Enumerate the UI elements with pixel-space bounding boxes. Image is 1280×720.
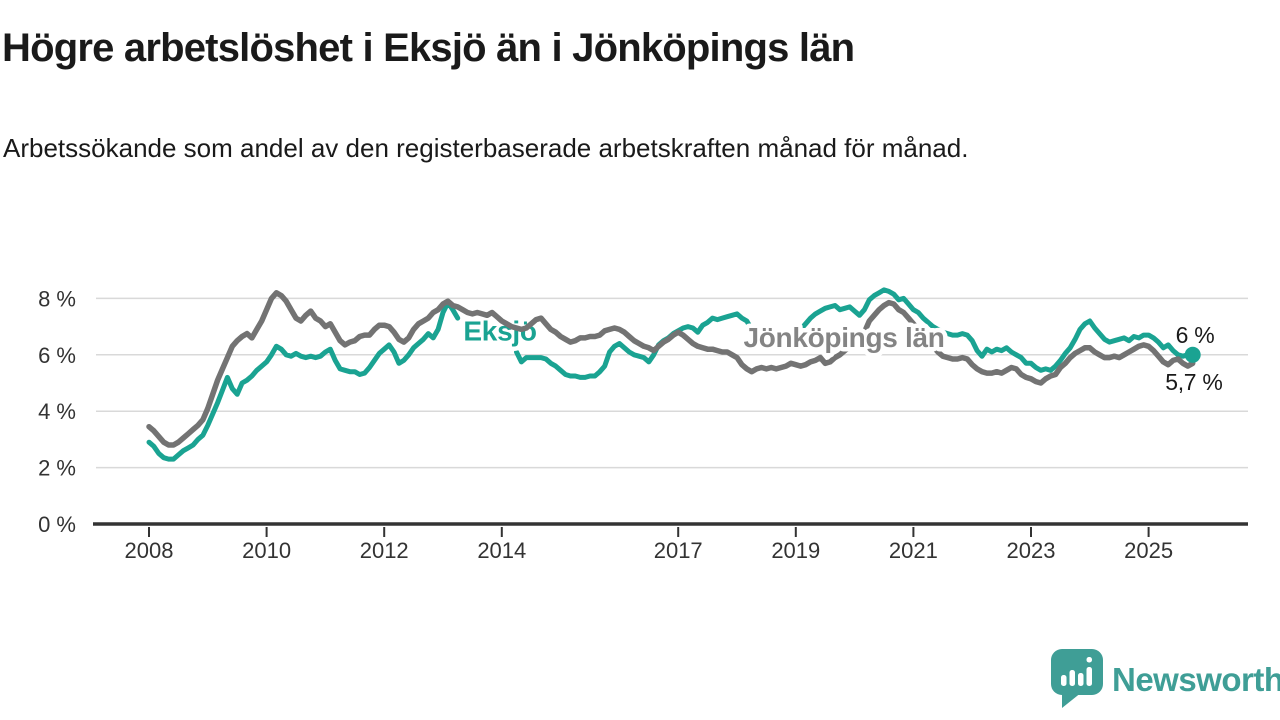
x-axis-tick-label: 2017 <box>654 538 703 563</box>
y-axis-tick-label: 0 % <box>38 512 76 537</box>
latest-point-dot <box>1184 346 1201 363</box>
end-value-label-jonkopings-lan: 5,7 % <box>1165 369 1222 395</box>
x-axis-tick-label: 2019 <box>771 538 820 563</box>
series-label-eksjo: Eksjö <box>463 316 536 347</box>
series-line-eksjo <box>514 287 1196 380</box>
newsworthy-logo-text: Newsworthy <box>1112 661 1280 698</box>
series-line-eksjo <box>146 300 461 462</box>
y-axis-tick-label: 6 % <box>38 343 76 368</box>
x-axis-tick-label: 2023 <box>1007 538 1056 563</box>
newsworthy-logo-icon <box>1051 649 1103 708</box>
series-label-jonkopings-lan: Jönköpings län <box>743 322 944 353</box>
newsworthy-logo: Newsworthy <box>1051 649 1280 708</box>
y-axis-tick-label: 8 % <box>38 286 76 311</box>
y-axis-tick-label: 2 % <box>38 456 76 481</box>
x-axis-tick-label: 2021 <box>889 538 938 563</box>
x-axis-tick-label: 2012 <box>360 538 409 563</box>
x-axis-tick-label: 2010 <box>242 538 291 563</box>
chart-subtitle: Arbetssökande som andel av den registerb… <box>3 133 969 163</box>
page-title: Högre arbetslöshet i Eksjö än i Jönköpin… <box>2 26 855 70</box>
x-axis-tick-label: 2025 <box>1124 538 1173 563</box>
x-axis-tick-label: 2014 <box>477 538 526 563</box>
series-line-jonkopings-lan <box>146 290 1196 448</box>
end-value-label-eksjo: 6 % <box>1176 322 1215 348</box>
x-axis-tick-label: 2008 <box>125 538 174 563</box>
y-axis-tick-label: 4 % <box>38 399 76 424</box>
